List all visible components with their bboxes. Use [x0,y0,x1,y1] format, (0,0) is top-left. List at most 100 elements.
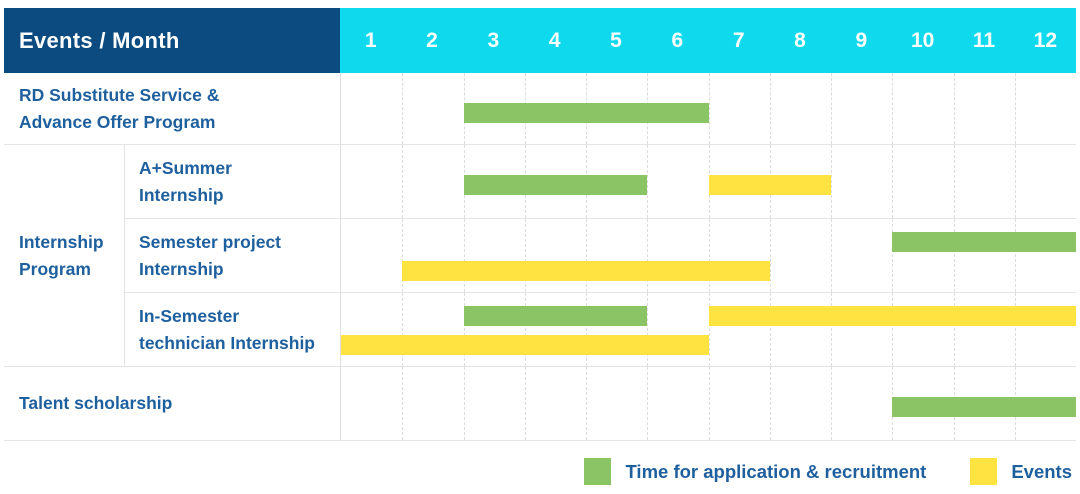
month-gridlines [341,73,1076,144]
month-grid-cell [892,73,953,144]
gantt-track-talent-scholarship [340,367,1076,440]
month-grid-cell [341,73,402,144]
row-label-line: A+Summer [139,157,232,178]
month-grid-cell [463,219,525,292]
legend-item-recruitment: Time for application & recruitment [584,458,926,485]
row-label-a-plus-summer: A+Summer Internship [125,145,340,218]
month-tick-label: 6 [671,28,684,52]
month-axis: 1 2 3 4 5 6 7 8 9 10 11 12 [340,8,1076,73]
month-tick-label: 10 [910,28,935,52]
group-label-internship-program: Internship Program [4,145,124,366]
month-tick-label: 12 [1033,28,1057,52]
month-grid-cell [708,293,770,366]
table-row: RD Substitute Service & Advance Offer Pr… [4,73,1076,144]
month-grid-cell [892,293,953,366]
recruitment-bar [463,103,709,123]
month-grid-cell [769,219,831,292]
month-grid-cell [463,293,525,366]
month-grid-cell [647,145,708,218]
gantt-table: Events / Month 1 2 3 4 5 6 7 8 9 10 11 12 RD Substi… [4,8,1076,441]
month-tick-label: 4 [548,28,561,52]
month-grid-cell [586,219,647,292]
events-bar [341,335,709,355]
group-label-line: Program [19,258,91,279]
month-tick-label: 8 [794,28,806,52]
month-grid-cell [1014,293,1076,366]
month-gridlines [341,293,1076,366]
month-grid-cell [341,293,402,366]
row-label-semester-project: Semester project Internship [125,219,340,292]
month-grid-cell [953,219,1015,292]
month-grid-cell [953,293,1015,366]
table-row: Talent scholarship [4,366,1076,440]
gantt-track-in-semester-technician [340,293,1076,366]
month-grid-cell [953,145,1015,218]
month-tick-label: 3 [487,28,500,52]
events-swatch-icon [970,458,998,485]
gantt-track-a-plus-summer [340,145,1076,218]
month-grid-cell [341,219,402,292]
legend-label: Events [1011,460,1072,482]
recruitment-bar [892,232,1076,252]
row-label-line: Internship [139,184,224,205]
month-grid-cell [341,145,402,218]
month-grid-cell [831,145,892,218]
row-label-line: In-Semester [139,305,240,326]
row-label-line: RD Substitute Service & [19,84,220,105]
month-grid-cell [647,219,708,292]
month-grid-cell [1014,219,1076,292]
month-tick-label: 9 [855,28,868,52]
month-tick-label: 11 [972,28,996,52]
month-grid-cell [769,293,831,366]
month-grid-cell [402,293,463,366]
recruitment-bar [892,397,1076,417]
month-grid-cell [586,367,647,440]
recruitment-swatch-icon [584,458,612,485]
month-grid-cell [647,367,708,440]
month-tick-label: 2 [426,28,438,52]
table-row: In-Semester technician Internship [125,292,1076,366]
events-bar [708,306,1076,326]
month-grid-cell [708,219,770,292]
recruitment-bar [463,175,648,195]
events-bar [402,261,770,281]
month-grid-cell [402,367,463,440]
month-tick-label: 1 [364,28,377,52]
month-grid-cell [402,219,463,292]
table-body: RD Substitute Service & Advance Offer Pr… [4,73,1076,441]
row-label-talent-scholarship: Talent scholarship [4,367,340,440]
group-label-line: Internship [19,231,104,252]
month-grid-cell [524,219,586,292]
events-month-header-cell: Events / Month [4,8,340,73]
month-grid-cell [463,367,525,440]
row-label-line: Internship [139,258,224,279]
legend-item-events: Events [970,458,1072,485]
legend: Time for application & recruitment Event… [4,458,1076,485]
month-grid-cell [831,293,892,366]
month-grid-cell [341,367,402,440]
month-grid-cell [524,293,586,366]
month-tick-label: 7 [732,28,745,52]
events-bar [708,175,831,195]
legend-label: Time for application & recruitment [625,460,927,482]
row-label-rd-substitute: RD Substitute Service & Advance Offer Pr… [4,73,340,144]
internship-program-group: Internship Program A+Summer Internship S… [4,144,1076,366]
month-grid-cell [831,219,892,292]
table-row: Semester project Internship [125,218,1076,292]
month-grid-cell [708,73,770,144]
month-grid-cell [892,219,953,292]
month-grid-cell [402,145,463,218]
table-row: A+Summer Internship [125,145,1076,218]
row-label-line: Semester project [139,231,282,252]
row-label-line: Advance Offer Program [19,111,216,132]
month-grid-cell [586,293,647,366]
month-gridlines [341,219,1076,292]
row-label-line: technician Internship [139,332,315,353]
month-grid-cell [402,73,463,144]
month-grid-cell [953,73,1015,144]
month-tick-label: 5 [610,28,622,52]
month-grid-cell [831,73,892,144]
month-grid-cell [1014,145,1076,218]
gantt-track-semester-project [340,219,1076,292]
